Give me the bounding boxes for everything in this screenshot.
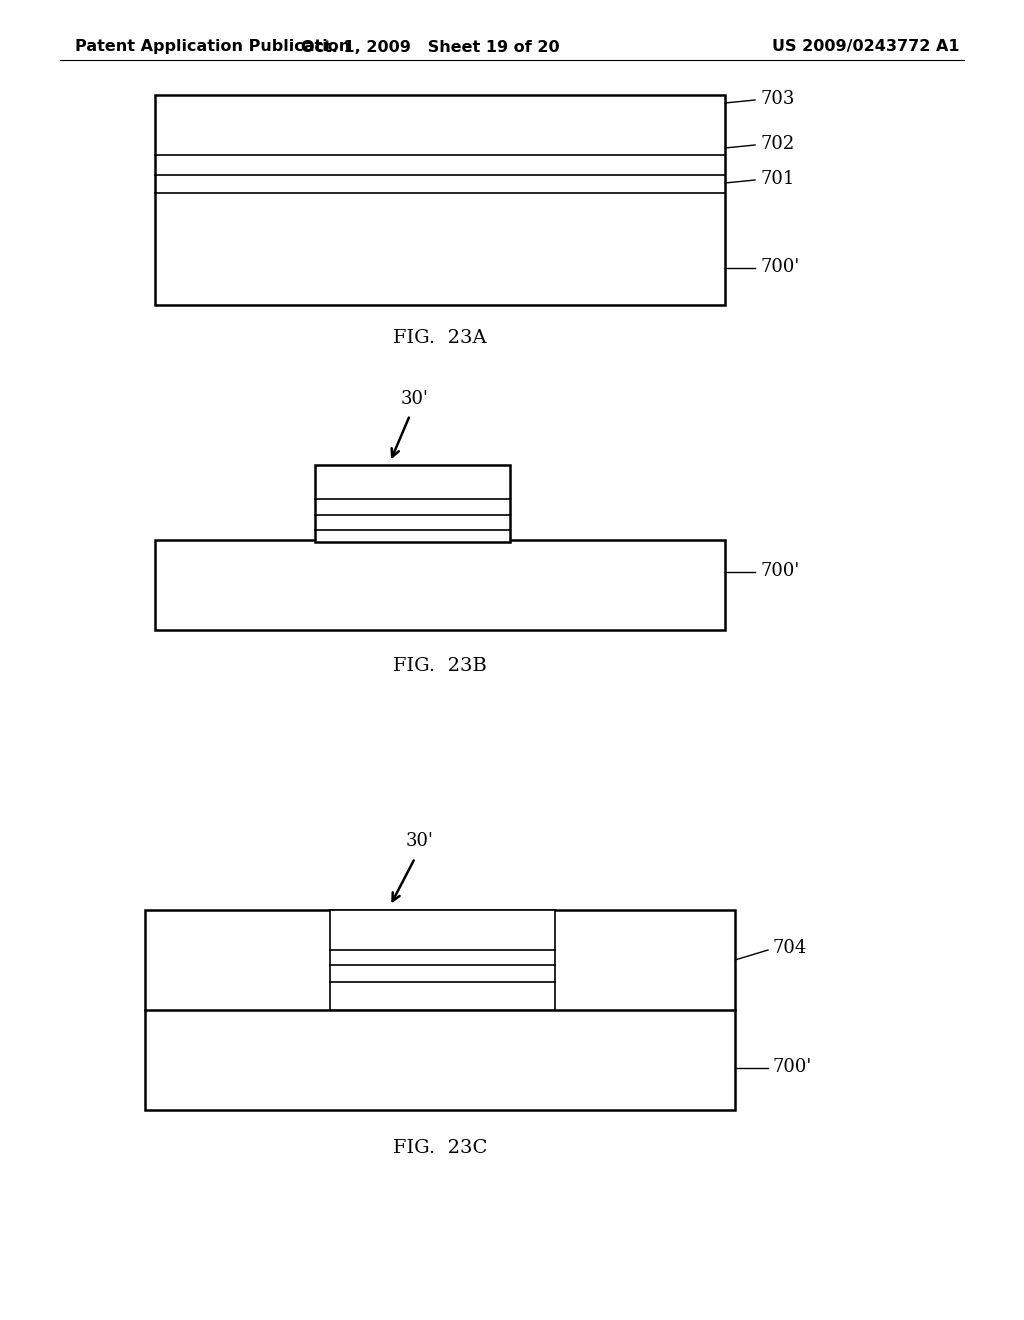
Text: FIG.  23B: FIG. 23B <box>393 657 487 675</box>
Text: 700': 700' <box>773 1059 812 1076</box>
Text: 700': 700' <box>760 257 800 276</box>
Text: 702: 702 <box>760 135 795 153</box>
Text: 30': 30' <box>407 832 434 850</box>
Text: Patent Application Publication: Patent Application Publication <box>75 40 350 54</box>
Text: US 2009/0243772 A1: US 2009/0243772 A1 <box>772 40 961 54</box>
Text: Oct. 1, 2009   Sheet 19 of 20: Oct. 1, 2009 Sheet 19 of 20 <box>301 40 559 54</box>
Text: 700': 700' <box>760 562 800 579</box>
Bar <box>330 909 555 1010</box>
Text: 703: 703 <box>760 90 795 108</box>
Bar <box>315 465 510 543</box>
Bar <box>155 540 725 630</box>
Bar <box>145 909 735 1110</box>
Text: FIG.  23A: FIG. 23A <box>393 329 486 347</box>
Text: FIG.  23C: FIG. 23C <box>393 1139 487 1158</box>
Text: 30': 30' <box>401 389 429 408</box>
Text: 704: 704 <box>773 939 807 957</box>
Text: 701: 701 <box>760 170 795 187</box>
Bar <box>155 95 725 305</box>
